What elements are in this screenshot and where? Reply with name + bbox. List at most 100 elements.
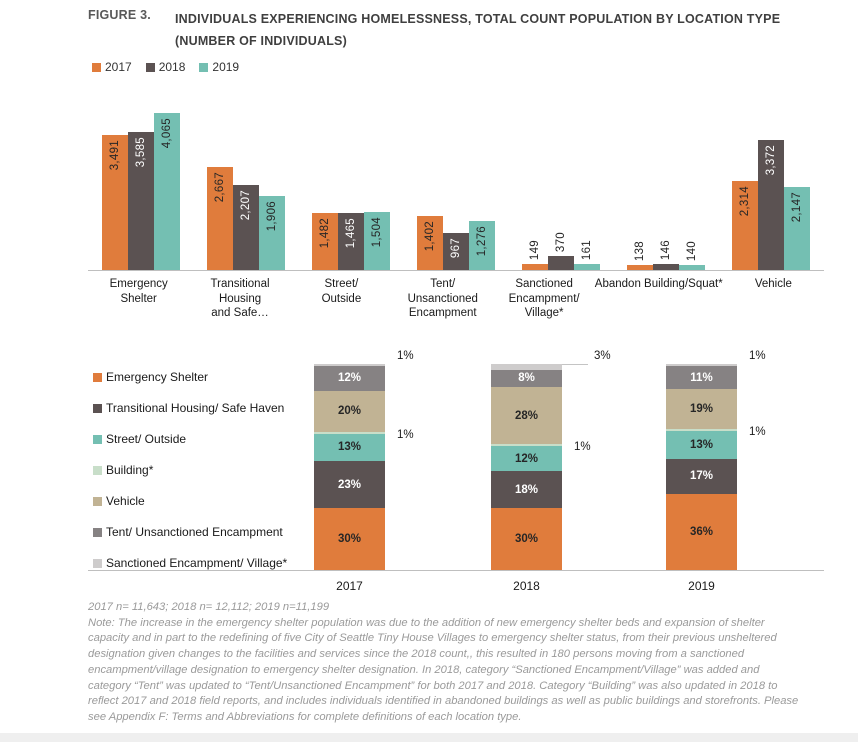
- percent-label: 11%: [690, 371, 713, 384]
- legend-label: 2017: [105, 60, 132, 74]
- stack-slice: 12%: [314, 366, 385, 391]
- x-tick-2019: 2019: [688, 579, 715, 593]
- stack-slice: 18%: [491, 471, 562, 509]
- legend-swatch-icon: [199, 62, 209, 72]
- legend-item-2018: 2018: [145, 60, 185, 74]
- value-label: 1,276: [475, 225, 488, 257]
- stack-slice: 36%: [666, 494, 737, 570]
- stack-slice: [666, 429, 737, 432]
- value-label: 138: [634, 240, 647, 261]
- legend-label: Sanctioned Encampment/ Village*: [106, 556, 288, 570]
- bar-2019: 2,147: [784, 187, 811, 270]
- stack-slice: 30%: [314, 508, 385, 570]
- bar-2019: 1,906: [258, 196, 285, 270]
- legend-label: Street/ Outside: [106, 432, 187, 446]
- stack-slice: 30%: [491, 508, 562, 570]
- percent-label: 36%: [689, 526, 714, 539]
- value-label: 2,147: [791, 192, 804, 223]
- category-label: Street/Outside: [321, 278, 362, 305]
- bar-2017: 2,314: [732, 180, 759, 270]
- legend-label: Tent/ Unsanctioned Encampment: [106, 525, 283, 539]
- x-axis-line: [88, 570, 824, 571]
- category-label: Sanctioned Encampment/Village*: [508, 278, 580, 319]
- stack-slice: 23%: [314, 460, 385, 509]
- bar-2019: 4,065: [153, 113, 180, 270]
- legend-label: 2019: [212, 60, 240, 74]
- bar-2018: 2,207: [232, 184, 259, 270]
- percent-callout: 1%: [749, 426, 766, 439]
- bar-group: 3,491 3,585 4,065: [88, 98, 193, 270]
- percent-label: 30%: [514, 533, 539, 546]
- stack-slice: 12%: [491, 446, 562, 472]
- value-label: 140: [686, 240, 699, 261]
- grouped-bar-categories: Emergency Shelter Transitional Housing and S…: [88, 277, 824, 321]
- value-label: 146: [660, 240, 673, 261]
- legend-swatch-icon: [93, 434, 102, 444]
- percent-label: 20%: [337, 405, 362, 418]
- percent-label: 18%: [514, 483, 539, 496]
- value-label: 149: [529, 240, 542, 261]
- legend-swatch-icon: [93, 558, 102, 568]
- percent-label: 8%: [518, 372, 535, 385]
- legend-label: Vehicle: [106, 494, 145, 508]
- percent-callout: 3%: [594, 350, 611, 362]
- bar-2017: 3,491: [101, 135, 128, 270]
- bar-group: 138 146 140: [614, 98, 719, 270]
- stack-slice: 13%: [666, 431, 737, 459]
- percent-label: 13%: [689, 438, 714, 451]
- stack-slice: 17%: [666, 458, 737, 495]
- stack-slice: [314, 432, 385, 435]
- value-label: 1,906: [265, 201, 278, 232]
- category-label: Emergency Shelter: [109, 278, 168, 305]
- stack-slice: 20%: [314, 390, 385, 432]
- percent-label: 19%: [689, 403, 714, 416]
- legend-item: Building*: [93, 463, 287, 477]
- legend-label: Emergency Shelter: [106, 370, 209, 384]
- stack-slice: [314, 364, 385, 367]
- value-label: 1,402: [423, 220, 436, 252]
- percent-callout: 1%: [749, 350, 766, 362]
- bar-2019: 1,504: [363, 211, 390, 270]
- value-label: 967: [449, 237, 462, 258]
- bar-2018: 370: [548, 232, 575, 270]
- legend-swatch-icon: [93, 527, 102, 537]
- category-label: Tent/Unsanctioned Encampment: [407, 278, 478, 319]
- figure-title-line2: (NUMBER OF INDIVIDUALS): [175, 34, 347, 48]
- bar-2019: 161: [574, 240, 601, 270]
- percent-label: 23%: [337, 478, 362, 491]
- legend-swatch-icon: [92, 62, 101, 72]
- bar-2018: 1,465: [337, 213, 364, 270]
- figure-title: INDIVIDUALS EXPERIENCING HOMELESSNESS, T…: [175, 8, 795, 52]
- legend-label: Transitional Housing/ Safe Haven: [106, 401, 285, 415]
- percent-callout: 1%: [397, 350, 414, 362]
- legend-item: Tent/ Unsanctioned Encampment: [93, 525, 287, 539]
- bar-group: 2,667 2,207 1,906: [193, 98, 298, 270]
- percent-label: 13%: [337, 441, 362, 454]
- legend-swatch-icon: [145, 62, 155, 72]
- value-label: 370: [555, 231, 568, 252]
- page-bottom-strip: [0, 733, 858, 742]
- percent-callout: 1%: [574, 441, 591, 454]
- notes-block: 2017 n= 11,643; 2018 n= 12,112; 2019 n=1…: [88, 600, 800, 726]
- percent-label: 28%: [514, 409, 539, 422]
- legend-swatch-icon: [93, 403, 102, 413]
- stack-slice: 11%: [666, 366, 737, 390]
- bar-2017: 1,482: [311, 212, 338, 270]
- stack-slice: 13%: [314, 434, 385, 461]
- legend-swatch-icon: [93, 465, 102, 475]
- stack-slice: [491, 364, 562, 371]
- bar-2017: 2,667: [206, 167, 233, 270]
- legend-swatch-icon: [93, 372, 102, 382]
- legend-item: Vehicle: [93, 494, 287, 508]
- value-label: 2,314: [739, 185, 752, 216]
- bar-2018: 3,585: [127, 131, 154, 270]
- bar-2018: 146: [653, 240, 680, 270]
- category-label: Transitional Housing and Safe…: [210, 278, 270, 319]
- value-label: 2,207: [239, 189, 252, 221]
- top-chart-legend: 2017 2018 2019: [92, 60, 239, 74]
- value-label: 3,372: [765, 144, 778, 176]
- stack-slice: [666, 364, 737, 367]
- bar-2019: 140: [679, 241, 706, 270]
- value-label: 2,667: [213, 172, 226, 203]
- value-label: 1,482: [318, 217, 331, 249]
